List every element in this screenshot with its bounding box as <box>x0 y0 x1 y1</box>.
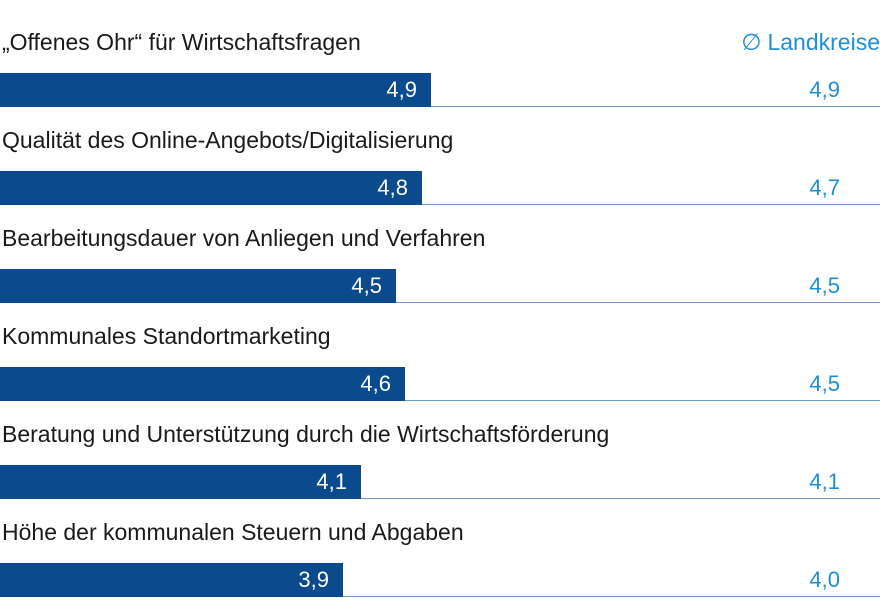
legend-average-landkreise: ∅ Landkreise <box>741 24 880 60</box>
row-baseline <box>0 204 880 205</box>
bar-value-label: 4,9 <box>386 77 417 102</box>
bar: 4,9 <box>0 73 431 107</box>
average-value-label: 4,1 <box>809 469 840 494</box>
row-baseline <box>0 400 880 401</box>
bar: 4,5 <box>0 269 396 303</box>
average-value-label: 4,0 <box>809 567 840 592</box>
category-label: Kommunales Standortmarketing <box>2 323 331 349</box>
category-label: Qualität des Online-Angebots/Digitalisie… <box>2 127 454 153</box>
chart-row: Qualität des Online-Angebots/Digitalisie… <box>0 122 880 220</box>
bar-chart: ∅ Landkreise „Offenes Ohr“ für Wirtschaft… <box>0 24 880 597</box>
average-value-label: 4,5 <box>809 371 840 396</box>
chart-row: „Offenes Ohr“ für Wirtschaftsfragen 4,9 4,… <box>0 24 880 122</box>
row-baseline <box>0 302 880 303</box>
category-label: Höhe der kommunalen Steuern und Abgaben <box>2 519 464 545</box>
bar-value-label: 4,1 <box>316 469 347 494</box>
bar-value-label: 3,9 <box>298 567 329 592</box>
chart-row: Kommunales Standortmarketing 4,6 4,5 <box>0 318 880 416</box>
bar: 4,1 <box>0 465 361 499</box>
legend-label: Landkreise <box>767 29 880 55</box>
average-value-label: 4,9 <box>809 77 840 102</box>
bar-value-label: 4,5 <box>351 273 382 298</box>
category-label: Bearbeitungsdauer von Anliegen und Verfa… <box>2 225 486 251</box>
chart-row: Beratung und Unterstützung durch die Wir… <box>0 416 880 514</box>
bar: 4,6 <box>0 367 405 401</box>
bar: 4,8 <box>0 171 422 205</box>
category-label: „Offenes Ohr“ für Wirtschaftsfragen <box>2 29 361 55</box>
category-label: Beratung und Unterstützung durch die Wir… <box>2 421 610 447</box>
average-symbol: ∅ <box>741 29 762 55</box>
chart-row: Bearbeitungsdauer von Anliegen und Verfa… <box>0 220 880 318</box>
average-value-label: 4,5 <box>809 273 840 298</box>
row-baseline <box>0 498 880 499</box>
bar-value-label: 4,6 <box>360 371 391 396</box>
average-value-label: 4,7 <box>809 175 840 200</box>
row-baseline <box>0 106 880 107</box>
bar: 3,9 <box>0 563 343 597</box>
chart-row: Höhe der kommunalen Steuern und Abgaben 3… <box>0 514 880 612</box>
bar-value-label: 4,8 <box>377 175 408 200</box>
